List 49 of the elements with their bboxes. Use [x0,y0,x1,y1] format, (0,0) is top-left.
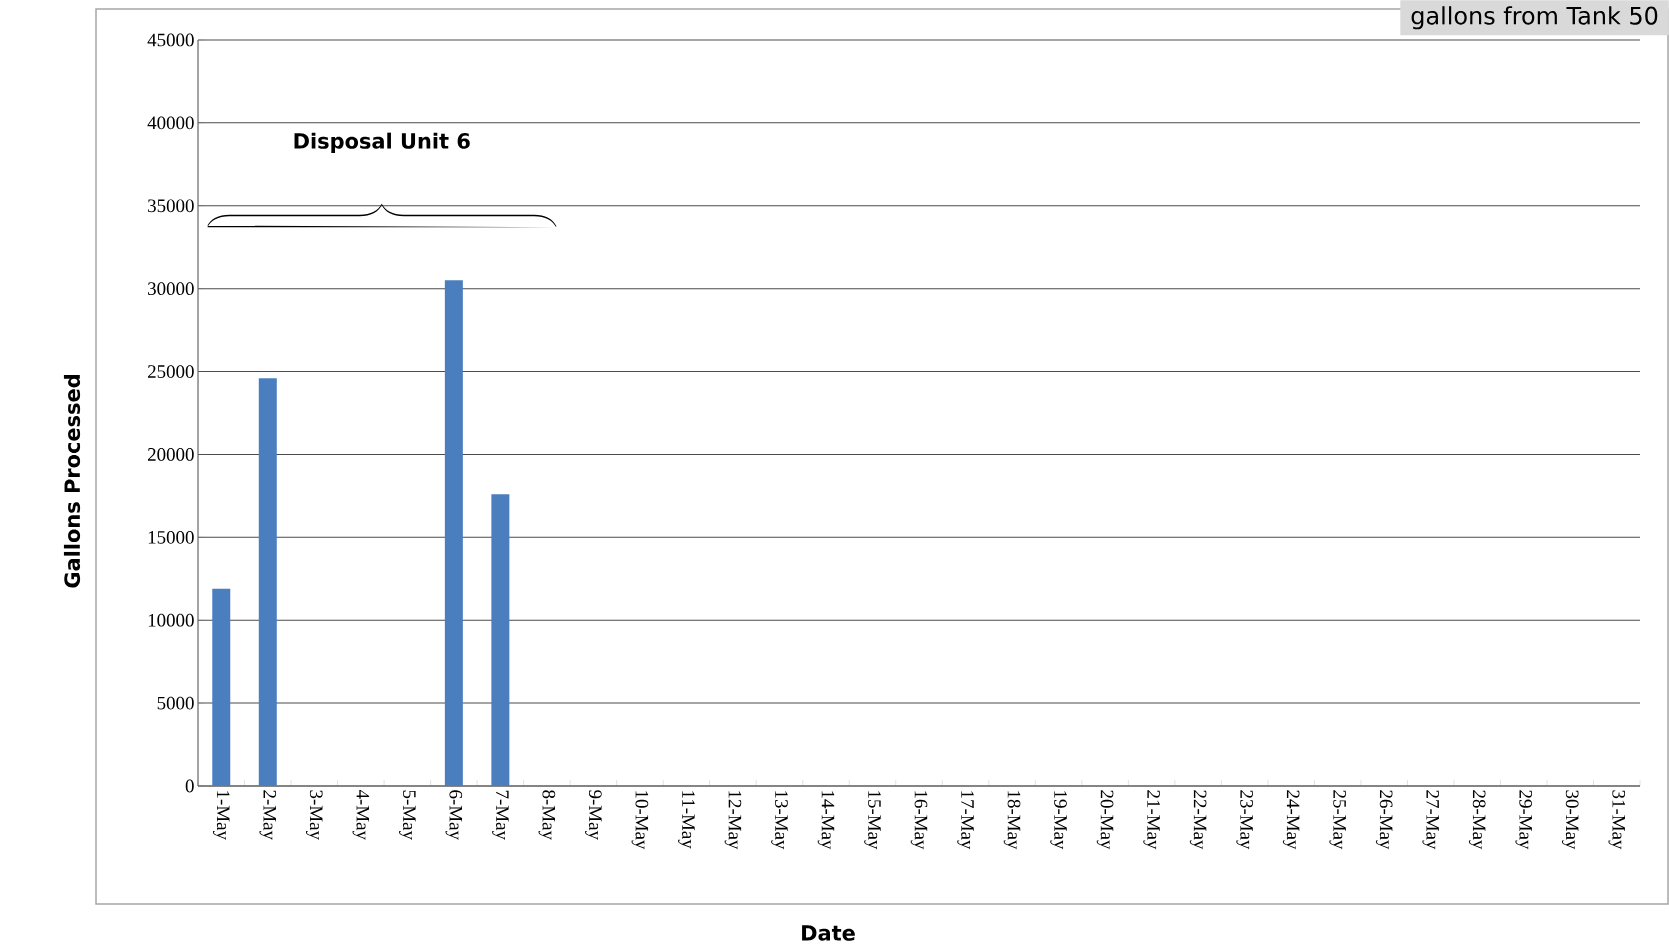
x-tick-label: 29-May [1515,790,1533,850]
y-tick-label: 35000 [148,199,194,213]
x-tick-label: 9-May [585,790,602,840]
x-tick-label: 4-May [352,789,370,840]
x-tick-label: 7-May [492,790,509,840]
x-tick-label: 18-May [1003,791,1021,850]
y-axis-title: Gallons Processed [63,375,81,588]
x-tick-label: 21-May [1143,790,1160,850]
x-tick-label: 11-May [678,791,695,849]
y-tick-label: 10000 [148,613,194,627]
x-tick-label: 30-May [1561,790,1579,850]
y-tick-label: 15000 [148,530,194,544]
x-tick-label: 8-May [538,790,556,840]
annotation: Disposal Unit 6 [294,132,470,153]
x-tick-label: 12-May [724,791,742,850]
x-tick-label: 22-May [1189,790,1207,850]
y-tick-label: 45000 [147,33,194,47]
x-tick-label: 13-May [771,791,788,850]
x-tick-label: 3-May [306,790,323,840]
y-tick-label: 25000 [147,365,194,378]
x-tick-label: 28-May [1468,790,1486,850]
x-tick-label: 6-May [445,790,463,840]
y-tick-label: 40000 [147,116,194,130]
bar [212,588,231,786]
y-tick-label: 30000 [148,282,194,296]
x-tick-label: 17-May [957,791,974,850]
y-tick-label: 5000 [157,696,194,710]
x-tick-label: 23-May [1236,790,1253,850]
bar [444,280,463,786]
x-tick-label: 1-May [212,791,230,840]
x-tick-label: 14-May [817,791,835,850]
x-tick-label: 26-May [1375,790,1393,850]
bar [491,494,510,786]
x-tick-label: 10-May [631,791,649,850]
x-tick-label: 15-May [864,791,881,850]
x-tick-label: 5-May [399,790,416,840]
x-tick-label: 19-May [1050,791,1067,850]
bar [258,378,277,786]
text: gallons from Tank 50 [1411,6,1658,30]
x-tick-label: 16-May [910,791,928,850]
y-tick-label: 0 [185,779,194,793]
x-tick-label: 24-May [1282,790,1300,850]
x-tick-label: 31-May [1608,790,1626,850]
y-tick-label: 20000 [147,448,194,461]
x-tick-label: 2-May [259,790,277,840]
x-tick-label: 25-May [1329,790,1346,850]
x-axis-title: Date [802,925,855,941]
x-tick-label: 20-May [1096,790,1114,850]
x-tick-label: 27-May [1422,790,1440,850]
